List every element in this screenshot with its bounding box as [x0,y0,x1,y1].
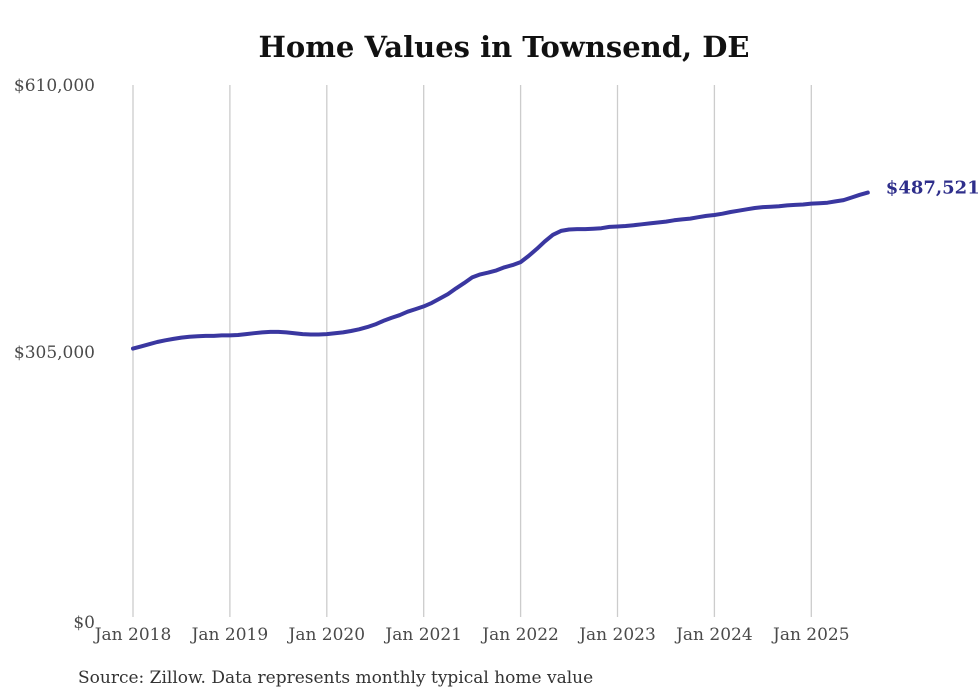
x-tick-label: Jan 2024 [674,625,753,645]
x-tick-label: Jan 2022 [480,625,559,645]
series-polyline [131,190,870,351]
x-tick-label: Jan 2019 [190,625,269,645]
gridlines-group [132,85,812,617]
chart-title: Home Values in Townsend, DE [258,30,749,64]
x-tick-label: Jan 2018 [93,625,172,645]
x-tick-labels-group: Jan 2018 Jan 2019 Jan 2020 Jan 2021 Jan 2022… [93,625,850,645]
x-tick-label: Jan 2025 [771,625,850,645]
home-value-series-line [131,190,870,351]
source-note: Source: Zillow. Data represents monthly … [78,668,593,688]
x-tick-label: Jan 2021 [383,625,462,645]
latest-value-label: $487,521 [886,178,980,199]
y-tick-label-0: $0 [73,613,95,633]
x-tick-label: Jan 2020 [287,625,366,645]
y-tick-label-305000: $305,000 [14,343,95,363]
y-tick-label-610000: $610,000 [14,76,95,96]
x-tick-label: Jan 2023 [577,625,656,645]
